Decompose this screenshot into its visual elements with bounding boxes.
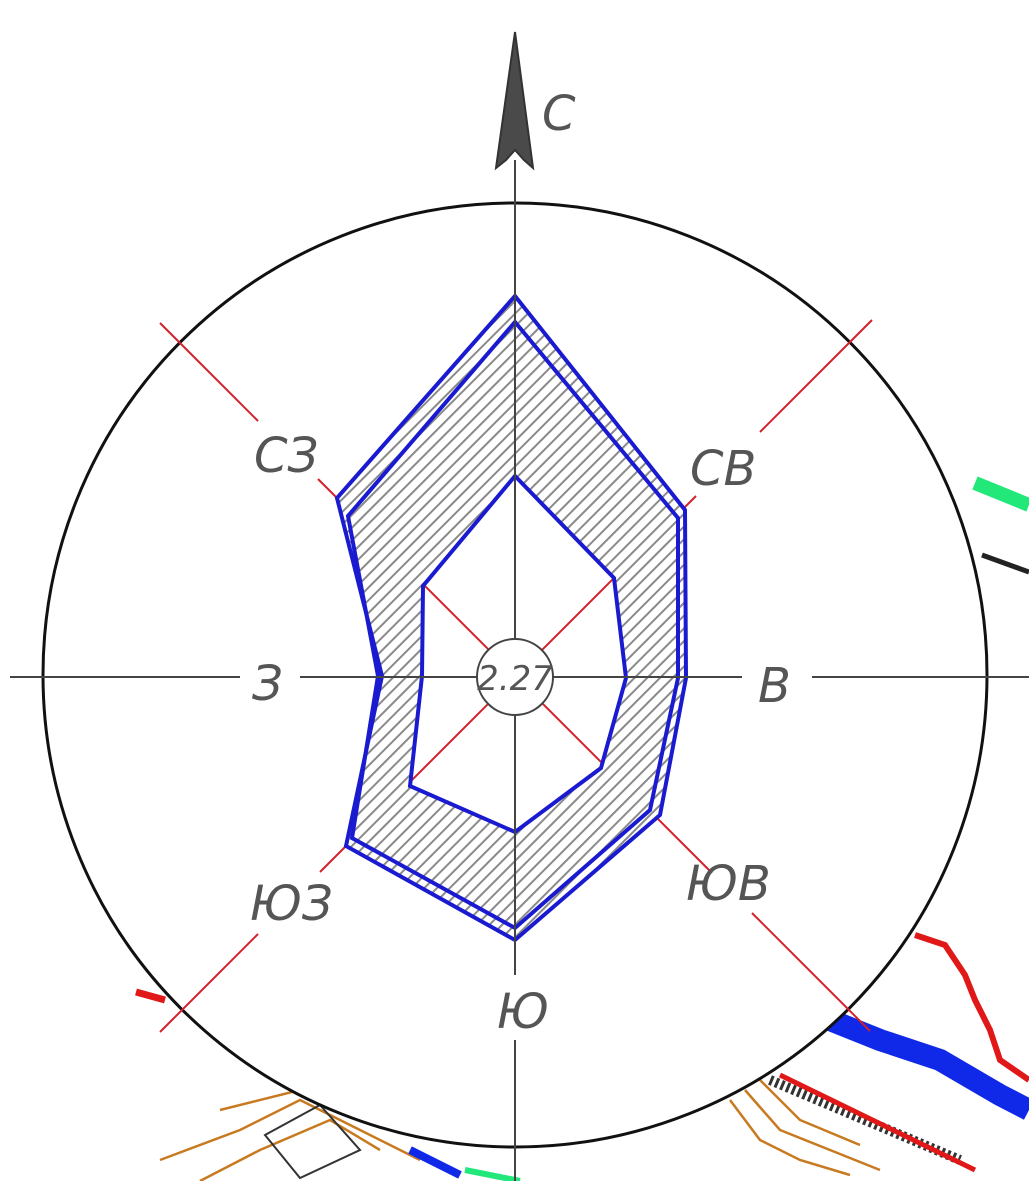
map-contour-5 — [744, 1089, 881, 1172]
map-red-line-left — [135, 988, 166, 1004]
map-plot — [263, 1103, 362, 1180]
northeast-label: СВ — [690, 441, 756, 497]
map-green-line — [972, 476, 1029, 512]
map-contour-4 — [729, 1099, 851, 1177]
north-label: С — [542, 86, 576, 142]
wind-rose-band — [337, 296, 686, 940]
map-red-bottom — [778, 1072, 977, 1173]
axis-nw-outer — [159, 322, 259, 422]
map-contour-2 — [199, 1118, 381, 1181]
north-arrow-icon — [494, 31, 535, 171]
axis-ne-outer — [759, 319, 873, 433]
axis-se-outer — [751, 912, 871, 1032]
map-blue-river — [825, 1009, 1029, 1120]
map-contour-6 — [759, 1079, 861, 1147]
map-contour-3 — [219, 1088, 361, 1112]
southeast-label: ЮВ — [686, 856, 771, 912]
northwest-label: СЗ — [254, 428, 318, 484]
south-label: Ю — [497, 984, 549, 1040]
map-railway — [768, 1075, 962, 1165]
axis-sw-outer — [159, 933, 259, 1033]
map-black-line — [981, 552, 1029, 575]
east-label: В — [758, 658, 791, 714]
southwest-label: ЮЗ — [250, 876, 333, 932]
map-green-bottom — [464, 1167, 521, 1181]
center-value: 2.27 — [477, 659, 553, 699]
center-circle — [476, 638, 554, 716]
map-red-road — [914, 932, 1029, 1083]
background-map — [135, 476, 1029, 1181]
cardinal-axes — [10, 160, 1029, 1181]
map-contour-1 — [159, 1098, 421, 1162]
west-label: З — [252, 656, 283, 712]
map-blue-channel — [408, 1146, 462, 1179]
